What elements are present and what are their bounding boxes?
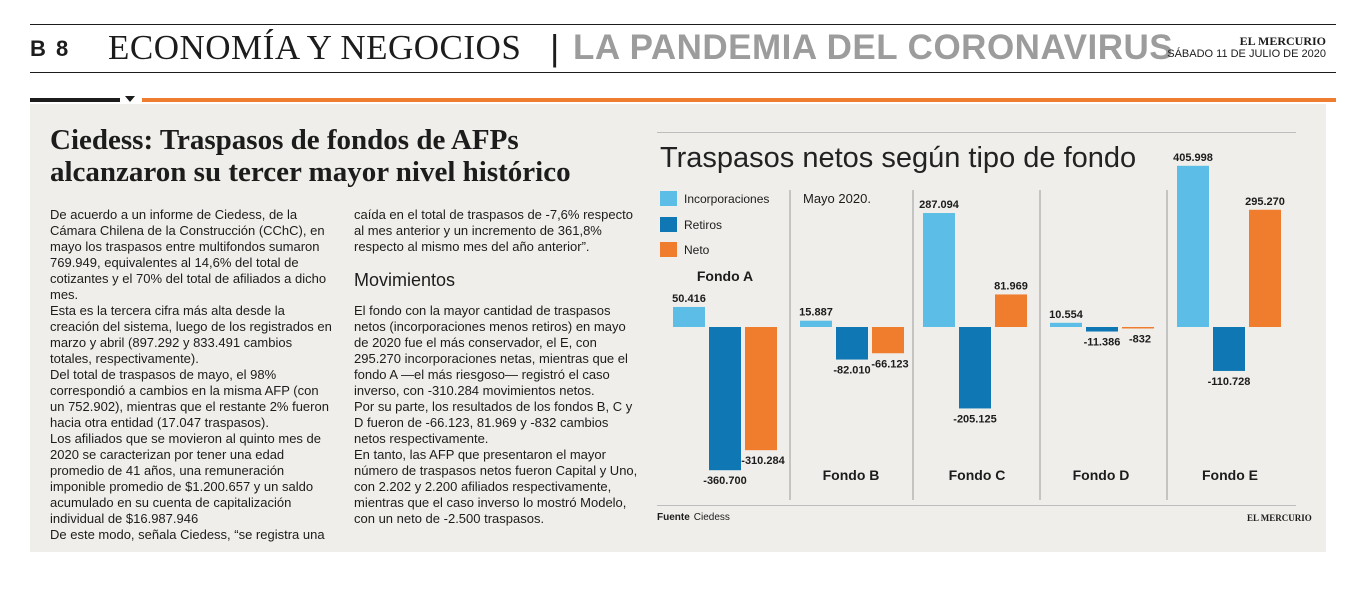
header-bottom-rule	[30, 72, 1336, 73]
data-label: -66.123	[871, 358, 908, 370]
source-value: Ciedess	[693, 512, 730, 523]
legend-label: Retiros	[684, 217, 723, 232]
legend-label: Incorporaciones	[684, 191, 770, 206]
category-label: Fondo E	[1202, 467, 1258, 483]
accent-triangle	[125, 96, 135, 102]
data-label: 81.969	[994, 280, 1028, 292]
paragraph: Del total de traspasos de mayo, el 98% c…	[50, 367, 329, 430]
data-label: -11.386	[1084, 337, 1121, 349]
data-label: -82.010	[833, 365, 870, 377]
chart-bottom-rule	[657, 505, 1296, 506]
issue-date: SÁBADO 11 DE JULIO DE 2020	[1167, 48, 1326, 60]
subheading: Movimientos	[354, 270, 456, 290]
data-label: 295.270	[1245, 196, 1285, 208]
bar-retiros-fondo-e	[1213, 327, 1245, 371]
chart-source: Fuente Ciedess	[657, 512, 730, 523]
legend-label: Neto	[684, 242, 710, 257]
bar-neto-fondo-d	[1122, 327, 1154, 329]
legend-swatch	[660, 242, 677, 257]
data-label: 50.416	[672, 293, 706, 305]
data-label: -110.728	[1208, 376, 1251, 388]
paragraph: caída en el total de traspasos de -7,6% …	[354, 207, 633, 254]
chart-title: Traspasos netos según tipo de fondo	[660, 142, 1137, 174]
bar-retiros-fondo-c	[959, 327, 991, 409]
bar-incorporaciones-fondo-a	[673, 306, 705, 327]
data-label: 287.094	[919, 199, 960, 211]
article-column-2: caída en el total de traspasos de -7,6% …	[354, 207, 639, 527]
category-label: Fondo D	[1073, 467, 1130, 483]
legend-item-incorporaciones: Incorporaciones	[660, 191, 769, 206]
bar-retiros-fondo-b	[836, 327, 868, 360]
category-label: Fondo B	[823, 467, 880, 483]
paragraph: De este modo, señala Ciedess, “se regist…	[50, 527, 325, 542]
accent-bar-black	[30, 98, 120, 102]
paragraph: El fondo con la mayor cantidad de traspa…	[354, 303, 628, 398]
legend-item-neto: Neto	[660, 242, 709, 257]
bar-neto-fondo-a	[745, 327, 777, 451]
legend-item-retiros: Retiros	[660, 217, 722, 232]
chart-credit: EL MERCURIO	[1247, 513, 1312, 523]
data-label: 15.887	[799, 307, 833, 319]
accent-bar-orange	[142, 98, 1336, 102]
bar-incorporaciones-fondo-c	[923, 213, 955, 327]
category-label: Fondo C	[949, 467, 1006, 483]
bar-neto-fondo-b	[872, 327, 904, 354]
chart-top-rule	[657, 132, 1296, 133]
data-label: 10.554	[1049, 309, 1084, 321]
paragraph: De acuerdo a un informe de Ciedess, de l…	[50, 207, 327, 302]
paragraph: Por su parte, los resultados de los fond…	[354, 399, 633, 446]
article-headline: Ciedess: Traspasos de fondos de AFPs alc…	[50, 124, 571, 188]
bar-neto-fondo-e	[1249, 209, 1281, 327]
section-title: ECONOMÍA Y NEGOCIOS	[108, 28, 522, 67]
bar-incorporaciones-fondo-d	[1050, 322, 1082, 327]
paragraph: Esta es la tercera cifra más alta desde …	[50, 303, 332, 366]
bar-incorporaciones-fondo-b	[800, 320, 832, 327]
source-label: Fuente	[657, 512, 690, 523]
data-label: -205.125	[953, 413, 996, 425]
header-top-rule	[30, 24, 1336, 25]
paragraph: En tanto, las AFP que presentaron el may…	[354, 447, 638, 526]
legend-swatch	[660, 217, 677, 232]
chart-subtitle: Mayo 2020.	[803, 191, 871, 206]
data-label: -360.700	[703, 475, 746, 487]
bar-retiros-fondo-a	[709, 327, 741, 471]
bar-neto-fondo-c	[995, 294, 1027, 327]
data-label: -310.284	[741, 455, 785, 467]
legend-swatch	[660, 191, 677, 206]
newspaper-brand: EL MERCURIO	[1239, 34, 1326, 48]
data-label: 405.998	[1173, 152, 1213, 164]
bar-retiros-fondo-d	[1086, 327, 1118, 332]
article-column-1: De acuerdo a un informe de Ciedess, de l…	[50, 207, 335, 543]
paragraph: Los afiliados que se movieron al quinto …	[50, 431, 321, 526]
category-label: Fondo A	[697, 268, 753, 284]
page-number: B 8	[30, 36, 71, 61]
topic-title: LA PANDEMIA DEL CORONAVIRUS	[573, 28, 1174, 67]
bar-incorporaciones-fondo-e	[1177, 165, 1209, 327]
data-label: -832	[1129, 334, 1151, 346]
header-separator: |	[550, 27, 560, 68]
